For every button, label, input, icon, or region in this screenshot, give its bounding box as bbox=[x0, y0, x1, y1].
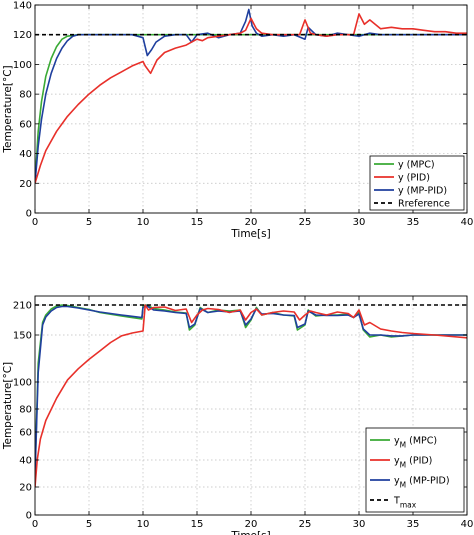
x-tick-label: 0 bbox=[32, 519, 38, 530]
x-tick-label: 40 bbox=[461, 519, 474, 530]
legend: y (MPC) y (PID) y (MP-PID) Rreference bbox=[369, 155, 465, 211]
legend-label-2: y (MP-PID) bbox=[398, 186, 447, 197]
y-tick-label: 210 bbox=[13, 301, 32, 312]
legend-label-0: y (MPC) bbox=[398, 160, 435, 171]
legend-label-3: Rreference bbox=[398, 199, 450, 210]
legend-box bbox=[369, 155, 465, 211]
legend-box bbox=[365, 427, 465, 513]
x-tick-label: 10 bbox=[137, 217, 150, 228]
series-group bbox=[35, 8, 467, 184]
x-tick-label: 10 bbox=[137, 519, 150, 530]
x-tick-label: 0 bbox=[32, 217, 38, 228]
x-tick-label: 5 bbox=[86, 519, 92, 530]
series-line-1 bbox=[35, 304, 467, 488]
y-axis-label: Temperature[°C] bbox=[2, 362, 14, 450]
y-tick-label: 40 bbox=[19, 456, 32, 467]
y-tick-label: 80 bbox=[19, 405, 32, 416]
y-axis-label: Temperature[°C] bbox=[2, 65, 14, 153]
legend: yM (MPC) yM (PID) yM (MP-PID) Tmax bbox=[365, 427, 465, 513]
y-tick-label: 20 bbox=[19, 483, 32, 494]
x-tick-label: 20 bbox=[245, 519, 258, 530]
x-tick-label: 5 bbox=[86, 217, 92, 228]
x-tick-label: 25 bbox=[299, 519, 312, 530]
y-tick-label: 0 bbox=[26, 209, 32, 220]
chart-top: 0 5 10 15 20 25 30 35 40 0 20 40 60 80 100 120 140 Time[s… bbox=[2, 1, 473, 241]
chart-bottom: 0 5 10 15 20 25 30 35 40 0 20 40 60 80 100 150 210 Time[s… bbox=[2, 295, 474, 535]
y-tick-label: 150 bbox=[13, 331, 32, 342]
y-tick-label: 60 bbox=[19, 428, 32, 439]
x-tick-label: 40 bbox=[461, 217, 474, 228]
y-tick-label: 80 bbox=[19, 90, 32, 101]
y-tick-label: 0 bbox=[26, 511, 32, 522]
legend-label-1: y (PID) bbox=[398, 173, 430, 184]
y-tick-label: 100 bbox=[13, 60, 32, 71]
x-tick-label: 25 bbox=[299, 217, 312, 228]
y-tick-label: 20 bbox=[19, 179, 32, 190]
x-axis-label: Time[s] bbox=[230, 530, 270, 535]
x-tick-label: 20 bbox=[245, 217, 258, 228]
x-tick-label: 30 bbox=[353, 519, 366, 530]
x-axis-label: Time[s] bbox=[230, 228, 270, 240]
y-tick-label: 40 bbox=[19, 149, 32, 160]
y-tick-label: 60 bbox=[19, 119, 32, 130]
x-tick-label: 15 bbox=[191, 217, 204, 228]
y-tick-label: 140 bbox=[13, 1, 32, 12]
series-line-1 bbox=[35, 13, 467, 184]
legend-label-0: yM (MPC) bbox=[394, 436, 437, 450]
x-tick-label: 35 bbox=[407, 519, 420, 530]
y-tick-label: 100 bbox=[13, 378, 32, 389]
legend-label-3: Tmax bbox=[393, 496, 417, 510]
series-group bbox=[35, 304, 467, 488]
x-tick-label: 35 bbox=[407, 217, 420, 228]
legend-label-1: yM (PID) bbox=[394, 456, 432, 470]
x-tick-label: 15 bbox=[191, 519, 204, 530]
y-tick-label: 120 bbox=[13, 30, 32, 41]
x-tick-label: 30 bbox=[353, 217, 366, 228]
legend-label-2: yM (MP-PID) bbox=[394, 476, 450, 490]
